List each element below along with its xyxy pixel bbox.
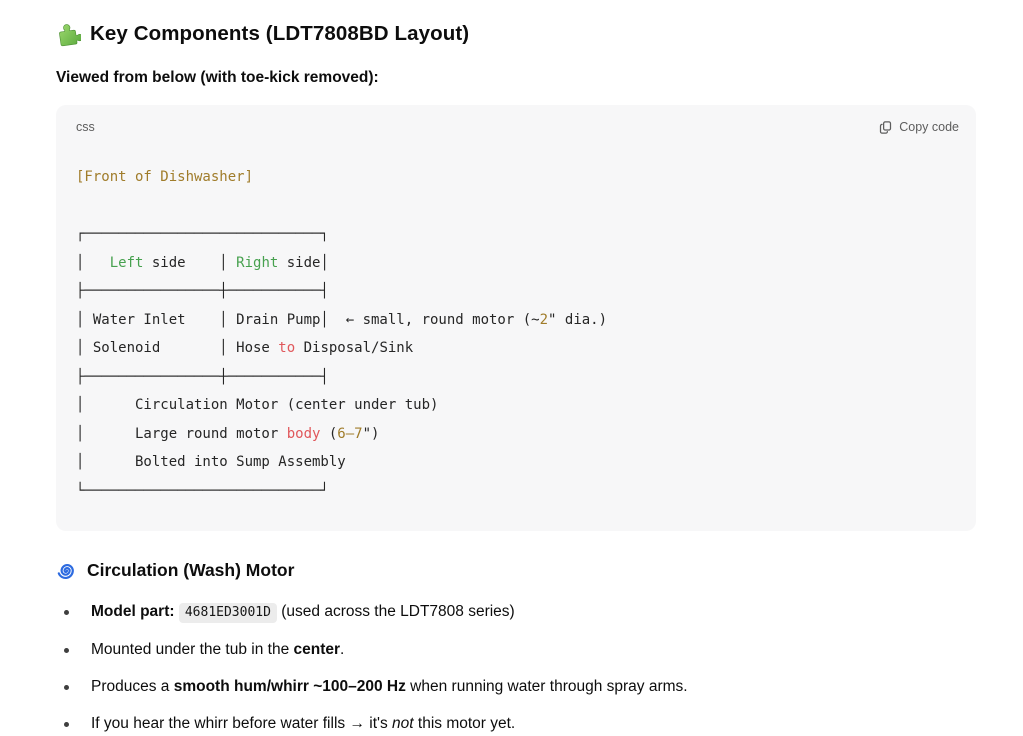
code-token: to — [278, 340, 296, 356]
text-segment: center — [293, 641, 341, 658]
subtitle: Viewed from below (with toe-kick removed… — [56, 69, 379, 86]
code-line: ├────────────────┼───────────┤ — [76, 363, 956, 392]
code-token: 6–7 — [337, 425, 363, 442]
text-segment: If you hear the whirr before water fills… — [91, 715, 393, 732]
copy-icon — [880, 120, 892, 134]
code-token: └────────────────────────────┘ — [76, 482, 329, 499]
code-token: │ Solenoid │ Hose — [76, 340, 279, 356]
text-segment: when running water through spray arms. — [405, 678, 688, 695]
code-line: │ Circulation Motor (center under tub) — [76, 391, 956, 420]
text-segment: Model part: — [91, 603, 175, 620]
puzzle-piece-icon — [59, 23, 81, 46]
code-block-header: css Copy code — [56, 105, 976, 136]
text-segment: smooth hum/whirr ~100–200 Hz — [173, 678, 406, 695]
copy-code-button[interactable]: Copy code — [878, 120, 959, 135]
page-title-text: Key Components (LDT7808BD Layout) — [90, 22, 470, 45]
list-item: Mounted under the tub in the center. — [56, 638, 976, 662]
code-token: 2 — [539, 311, 549, 328]
text-segment: not — [392, 715, 414, 732]
code-token: │ Large round motor — [76, 425, 287, 442]
code-line: │ Solenoid │ Hose to Disposal/Sink — [76, 334, 956, 363]
code-token: Disposal/Sink — [295, 340, 414, 356]
section-title: Circulation (Wash) Motor — [56, 558, 976, 583]
code-token: ├────────────────┼───────────┤ — [76, 368, 329, 385]
code-token: │ Circulation Motor (center under tub) — [76, 397, 439, 413]
page-title: Key Components (LDT7808BD Layout) — [56, 20, 976, 48]
section-title-text: Circulation (Wash) Motor — [87, 560, 295, 580]
code-token: side │ — [143, 254, 237, 271]
text-segment: . — [340, 641, 345, 658]
copy-code-label: Copy code — [899, 120, 959, 134]
bullet-dot — [64, 610, 69, 615]
code-line: ├────────────────┼───────────┤ — [76, 277, 956, 306]
list-item: Produces a smooth hum/whirr ~100–200 Hz … — [56, 675, 976, 699]
text-segment: Produces a — [91, 678, 174, 695]
code-token: │ Bolted into Sump Assembly — [76, 454, 346, 470]
text-segment: this motor yet. — [413, 715, 516, 732]
code-token: ┌────────────────────────────┐ — [76, 226, 329, 242]
bullet-dot — [64, 648, 69, 653]
code-line — [76, 192, 956, 221]
code-token: ") — [362, 425, 380, 442]
code-line: │ Large round motor body (6–7") — [76, 420, 956, 449]
code-token: Left — [109, 254, 144, 271]
bullet-dot — [64, 722, 69, 727]
code-language-label: css — [76, 120, 95, 134]
code-token: │ Water Inlet │ Drain Pump│ ← small, rou… — [76, 311, 540, 328]
code-block: css Copy code [Front of Dishwasher] ┌───… — [56, 105, 976, 531]
code-line: │ Water Inlet │ Drain Pump│ ← small, rou… — [76, 306, 956, 335]
code-token: Right — [236, 254, 279, 271]
code-content: [Front of Dishwasher] ┌─────────────────… — [56, 136, 976, 531]
text-segment: Mounted under the tub in the — [91, 641, 294, 658]
inline-code: 4681ED3001D — [178, 603, 277, 623]
code-token: │ — [76, 254, 110, 271]
code-token: ( — [320, 425, 338, 442]
list-item: Model part: 4681ED3001D (used across the… — [56, 600, 976, 625]
code-line: └────────────────────────────┘ — [76, 477, 956, 506]
bullet-dot — [64, 685, 69, 690]
cyclone-icon — [57, 564, 74, 580]
code-line: ┌────────────────────────────┐ — [76, 220, 956, 249]
code-token: side│ — [278, 254, 329, 271]
code-token: [Front of Dishwasher] — [76, 169, 254, 185]
code-line: │ Bolted into Sump Assembly — [76, 448, 956, 477]
code-line: [Front of Dishwasher] — [76, 163, 956, 192]
code-token: " dia.) — [548, 311, 608, 328]
text-segment: (used across the LDT7808 series) — [276, 603, 515, 620]
code-line: │ Left side │ Right side│ — [76, 249, 956, 278]
code-token: ├────────────────┼───────────┤ — [76, 283, 329, 299]
code-token: body — [286, 425, 321, 442]
